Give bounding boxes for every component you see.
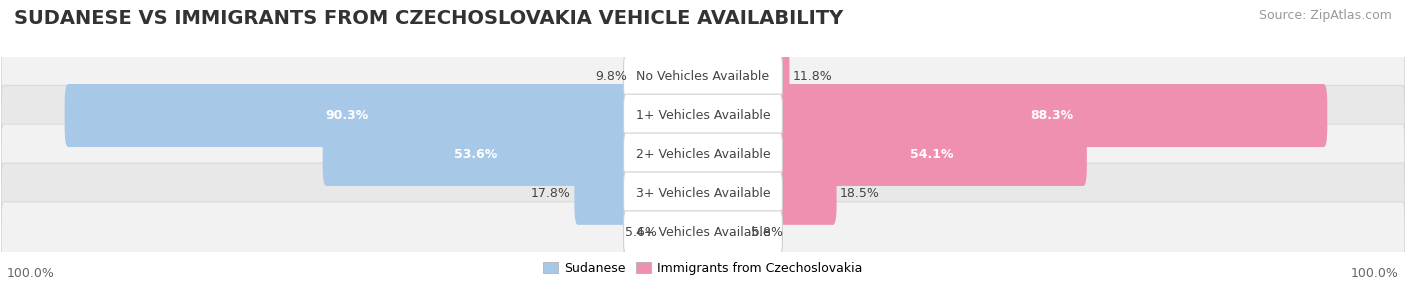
Text: 54.1%: 54.1% (910, 148, 953, 161)
Text: 5.6%: 5.6% (624, 226, 657, 239)
FancyBboxPatch shape (1, 202, 1405, 263)
Text: 3+ Vehicles Available: 3+ Vehicles Available (636, 187, 770, 200)
Text: 9.8%: 9.8% (595, 70, 627, 83)
FancyBboxPatch shape (1, 124, 1405, 185)
FancyBboxPatch shape (778, 123, 1087, 186)
FancyBboxPatch shape (624, 55, 782, 98)
FancyBboxPatch shape (624, 133, 782, 176)
FancyBboxPatch shape (624, 172, 782, 215)
FancyBboxPatch shape (778, 84, 1327, 147)
Text: 18.5%: 18.5% (841, 187, 880, 200)
FancyBboxPatch shape (322, 123, 630, 186)
FancyBboxPatch shape (624, 94, 782, 137)
FancyBboxPatch shape (1, 46, 1405, 107)
Text: 1+ Vehicles Available: 1+ Vehicles Available (636, 109, 770, 122)
Text: Source: ZipAtlas.com: Source: ZipAtlas.com (1258, 9, 1392, 21)
Text: No Vehicles Available: No Vehicles Available (637, 70, 769, 83)
FancyBboxPatch shape (624, 211, 782, 254)
Legend: Sudanese, Immigrants from Czechoslovakia: Sudanese, Immigrants from Czechoslovakia (538, 257, 868, 280)
Text: 4+ Vehicles Available: 4+ Vehicles Available (636, 226, 770, 239)
Text: 5.8%: 5.8% (751, 226, 783, 239)
Text: 100.0%: 100.0% (7, 267, 55, 280)
FancyBboxPatch shape (778, 45, 790, 108)
Text: 53.6%: 53.6% (454, 148, 498, 161)
Text: 90.3%: 90.3% (325, 109, 368, 122)
FancyBboxPatch shape (1, 163, 1405, 224)
Text: 100.0%: 100.0% (1351, 267, 1399, 280)
Text: 11.8%: 11.8% (793, 70, 832, 83)
Text: SUDANESE VS IMMIGRANTS FROM CZECHOSLOVAKIA VEHICLE AVAILABILITY: SUDANESE VS IMMIGRANTS FROM CZECHOSLOVAK… (14, 9, 844, 27)
Text: 17.8%: 17.8% (531, 187, 571, 200)
FancyBboxPatch shape (65, 84, 630, 147)
FancyBboxPatch shape (575, 162, 630, 225)
FancyBboxPatch shape (778, 162, 837, 225)
Text: 2+ Vehicles Available: 2+ Vehicles Available (636, 148, 770, 161)
Text: 88.3%: 88.3% (1031, 109, 1074, 122)
FancyBboxPatch shape (1, 85, 1405, 146)
